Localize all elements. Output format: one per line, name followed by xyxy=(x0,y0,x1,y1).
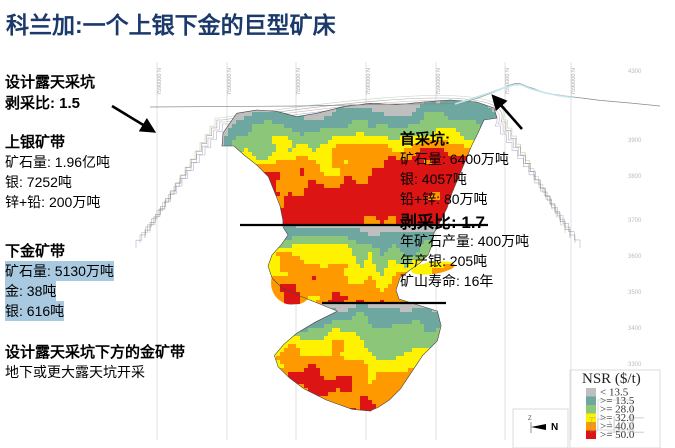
svg-text:7590000 N: 7590000 N xyxy=(296,68,302,95)
svg-text:3500: 3500 xyxy=(628,290,642,296)
svg-text:3900: 3900 xyxy=(628,138,642,144)
svg-text:3700: 3700 xyxy=(628,218,642,224)
svg-text:NSR ($/t): NSR ($/t) xyxy=(582,371,641,387)
svg-text:7590000 N: 7590000 N xyxy=(227,68,233,95)
svg-text:7590000 N: 7590000 N xyxy=(436,68,442,95)
svg-text:3300: 3300 xyxy=(628,362,642,368)
svg-text:4300: 4300 xyxy=(628,69,642,75)
svg-text:矿业汇: 矿业汇 xyxy=(588,415,645,437)
svg-text:N: N xyxy=(551,422,558,433)
svg-text:Z: Z xyxy=(528,416,532,422)
svg-text:3800: 3800 xyxy=(628,174,642,180)
svg-text:7590000 N: 7590000 N xyxy=(366,68,372,95)
svg-text:3400: 3400 xyxy=(628,326,642,332)
svg-text:7590000 N: 7590000 N xyxy=(157,68,163,95)
svg-text:7590000 N: 7590000 N xyxy=(505,68,511,95)
svg-text:7590000 N: 7590000 N xyxy=(571,68,577,95)
svg-text:3600: 3600 xyxy=(628,254,642,260)
